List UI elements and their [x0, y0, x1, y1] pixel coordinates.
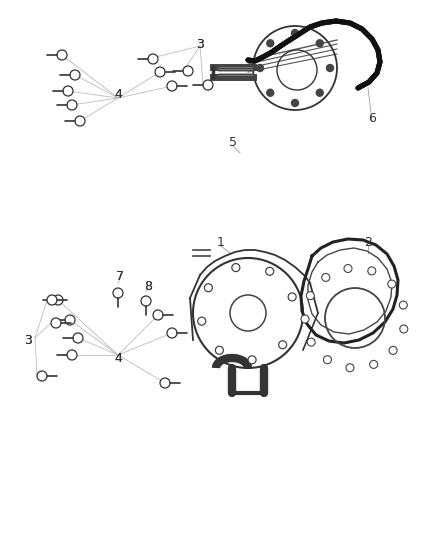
Circle shape [292, 29, 299, 36]
Circle shape [389, 346, 397, 354]
Circle shape [322, 273, 330, 281]
Text: 4: 4 [114, 88, 122, 101]
Circle shape [183, 66, 193, 76]
Circle shape [155, 67, 165, 77]
Text: 7: 7 [116, 270, 124, 282]
Circle shape [326, 64, 333, 71]
Circle shape [37, 371, 47, 381]
Circle shape [67, 350, 77, 360]
Text: 4: 4 [114, 351, 122, 365]
Circle shape [153, 310, 163, 320]
Circle shape [205, 284, 212, 292]
Circle shape [306, 292, 314, 300]
Circle shape [198, 317, 206, 325]
Circle shape [267, 40, 274, 47]
Text: 7: 7 [116, 270, 124, 282]
Circle shape [67, 100, 77, 110]
Circle shape [266, 268, 274, 276]
Circle shape [307, 338, 315, 346]
Circle shape [167, 81, 177, 91]
Circle shape [70, 70, 80, 80]
Circle shape [400, 325, 408, 333]
Circle shape [167, 328, 177, 338]
Text: 6: 6 [368, 111, 376, 125]
Circle shape [346, 364, 354, 372]
Circle shape [257, 64, 264, 71]
Circle shape [399, 301, 407, 309]
Circle shape [141, 296, 151, 306]
Circle shape [248, 356, 256, 364]
Text: 5: 5 [229, 136, 237, 149]
Text: 3: 3 [196, 37, 204, 51]
Text: 3: 3 [24, 334, 32, 346]
Circle shape [267, 89, 274, 96]
Text: 3: 3 [196, 37, 204, 51]
Circle shape [57, 50, 67, 60]
Circle shape [53, 295, 63, 305]
Text: 8: 8 [144, 279, 152, 293]
Circle shape [301, 315, 309, 323]
Circle shape [344, 264, 352, 272]
Circle shape [65, 315, 75, 325]
Circle shape [73, 333, 83, 343]
Circle shape [323, 356, 332, 364]
Text: 2: 2 [364, 237, 372, 249]
Circle shape [316, 40, 323, 47]
Circle shape [148, 54, 158, 64]
Circle shape [203, 80, 213, 90]
Circle shape [292, 100, 299, 107]
Circle shape [215, 346, 223, 354]
Circle shape [63, 86, 73, 96]
Circle shape [279, 341, 286, 349]
Text: 8: 8 [144, 279, 152, 293]
Circle shape [370, 360, 378, 368]
Text: 4: 4 [114, 351, 122, 365]
Text: 1: 1 [217, 237, 225, 249]
Circle shape [316, 89, 323, 96]
Text: 4: 4 [114, 88, 122, 101]
Circle shape [232, 264, 240, 272]
Circle shape [288, 293, 296, 301]
Circle shape [75, 116, 85, 126]
Circle shape [368, 267, 376, 275]
Text: 3: 3 [24, 334, 32, 346]
Circle shape [160, 378, 170, 388]
Circle shape [113, 288, 123, 298]
Circle shape [47, 295, 57, 305]
Circle shape [388, 280, 396, 288]
Circle shape [51, 318, 61, 328]
